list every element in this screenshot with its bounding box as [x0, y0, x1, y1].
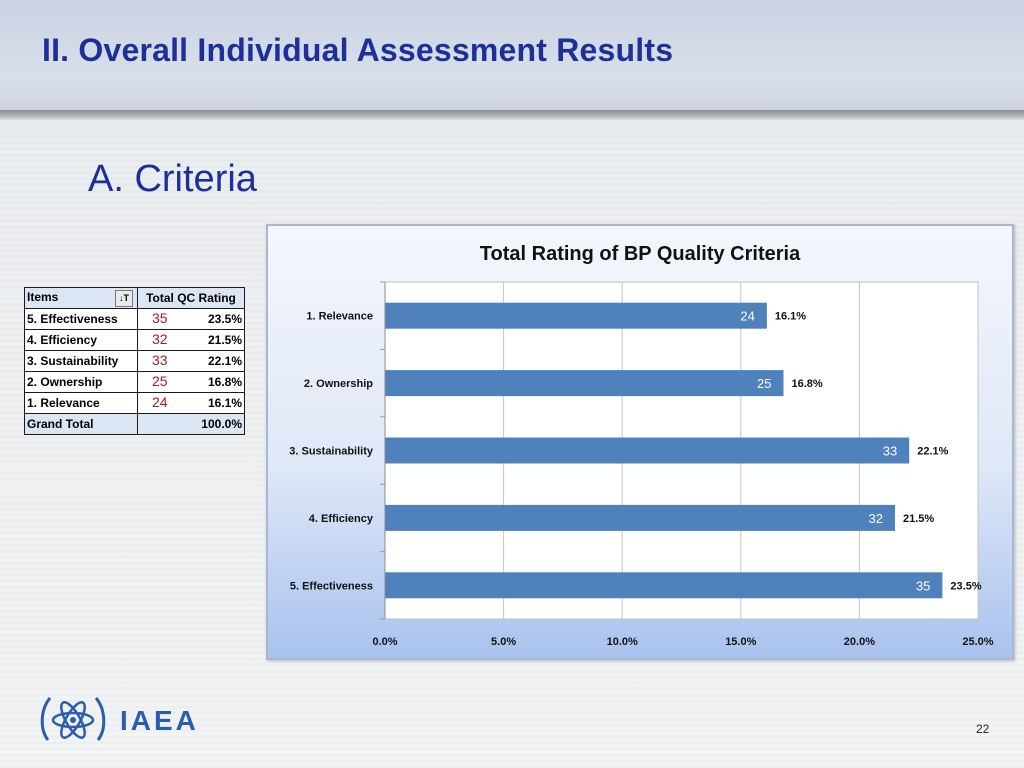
bar — [385, 504, 895, 531]
x-tick-label: 10.0% — [607, 636, 638, 648]
table-header-rating[interactable]: Total QC Rating — [137, 287, 245, 309]
bar-inner-label: 24 — [740, 309, 754, 324]
table-cell-item: 4. Efficiency — [24, 329, 138, 351]
table-cell-item: 3. Sustainability — [24, 350, 138, 372]
table-cell-count: 25 — [152, 373, 168, 389]
table-cell-item: 5. Effectiveness — [24, 308, 138, 330]
table-header-items-label: Items — [27, 289, 59, 304]
data-label: 21.5% — [903, 513, 934, 525]
data-label: 16.8% — [791, 378, 822, 390]
chart-title: Total Rating of BP Quality Criteria — [480, 243, 801, 265]
sort-filter-icon[interactable]: ↓T — [115, 289, 133, 307]
table-cell-count: 33 — [152, 352, 168, 368]
x-tick-label: 20.0% — [844, 636, 875, 648]
logo-text: IAEA — [120, 705, 199, 736]
table-header-row: Items ↓T Total QC Rating — [24, 287, 245, 309]
page-number: 22 — [976, 722, 990, 736]
bar — [385, 572, 943, 599]
category-label: 2. Ownership — [304, 378, 373, 390]
x-tick-label: 15.0% — [725, 636, 756, 648]
category-label: 4. Efficiency — [309, 513, 374, 525]
bar — [385, 437, 910, 464]
table-row[interactable]: 1. Relevance 24 16.1% — [24, 392, 245, 414]
header-band — [0, 0, 1024, 110]
table-cell-rating: 24 16.1% — [137, 392, 245, 414]
bar-inner-label: 35 — [916, 578, 930, 593]
bar — [385, 370, 784, 397]
header-divider — [0, 110, 1024, 120]
table-row[interactable]: 3. Sustainability 33 22.1% — [24, 350, 245, 372]
x-tick-label: 25.0% — [962, 636, 993, 648]
table-cell-rating: 32 21.5% — [137, 329, 245, 351]
table-row[interactable]: 4. Efficiency 32 21.5% — [24, 329, 245, 351]
x-tick-label: 0.0% — [372, 636, 397, 648]
category-label: 3. Sustainability — [289, 446, 374, 458]
data-label: 16.1% — [775, 311, 806, 323]
bar-inner-label: 32 — [869, 511, 883, 526]
category-label: 5. Effectiveness — [290, 580, 373, 592]
table-header-items[interactable]: Items ↓T — [24, 287, 138, 309]
bar-chart: Total Rating of BP Quality Criteria 0.0% 5… — [266, 224, 1014, 660]
table-cell-rating: 25 16.8% — [137, 371, 245, 393]
table-cell-rating: 35 23.5% — [137, 308, 245, 330]
bar-chart-svg: Total Rating of BP Quality Criteria 0.0% 5… — [289, 243, 994, 648]
table-row[interactable]: 2. Ownership 25 16.8% — [24, 371, 245, 393]
iaea-logo: IAEA — [40, 697, 199, 741]
grand-total-value: 100.0% — [137, 413, 245, 435]
table-cell-item: 2. Ownership — [24, 371, 138, 393]
atom-laurel-icon — [40, 697, 106, 741]
bar — [385, 302, 767, 329]
table-cell-count: 35 — [152, 310, 168, 326]
table-cell-rating-value: 16.1% — [207, 396, 242, 410]
table-cell-rating-value: 16.8% — [207, 375, 242, 389]
table-cell-item: 1. Relevance — [24, 392, 138, 414]
data-label: 22.1% — [917, 446, 948, 458]
category-label: 1. Relevance — [306, 311, 373, 323]
grand-total-label: Grand Total — [24, 413, 138, 435]
table-cell-rating-value: 22.1% — [207, 354, 242, 368]
slide-title: II. Overall Individual Assessment Result… — [42, 32, 674, 68]
table-cell-rating-value: 21.5% — [207, 333, 242, 347]
section-subtitle: A. Criteria — [88, 158, 257, 200]
table-cell-rating-value: 23.5% — [207, 312, 242, 326]
bar-inner-label: 33 — [883, 444, 897, 459]
table-cell-count: 24 — [152, 394, 168, 410]
x-tick-label: 5.0% — [491, 636, 516, 648]
qc-rating-table: Items ↓T Total QC Rating 5. Effectivenes… — [24, 287, 245, 435]
table-body: 5. Effectiveness 35 23.5% 4. Efficiency 32 21… — [24, 308, 245, 435]
table-cell-count: 32 — [152, 331, 168, 347]
data-label: 23.5% — [950, 580, 981, 592]
table-row[interactable]: 5. Effectiveness 35 23.5% — [24, 308, 245, 330]
bar-inner-label: 25 — [757, 376, 771, 391]
table-cell-rating: 33 22.1% — [137, 350, 245, 372]
table-grand-total-row: Grand Total 100.0% — [24, 413, 245, 435]
